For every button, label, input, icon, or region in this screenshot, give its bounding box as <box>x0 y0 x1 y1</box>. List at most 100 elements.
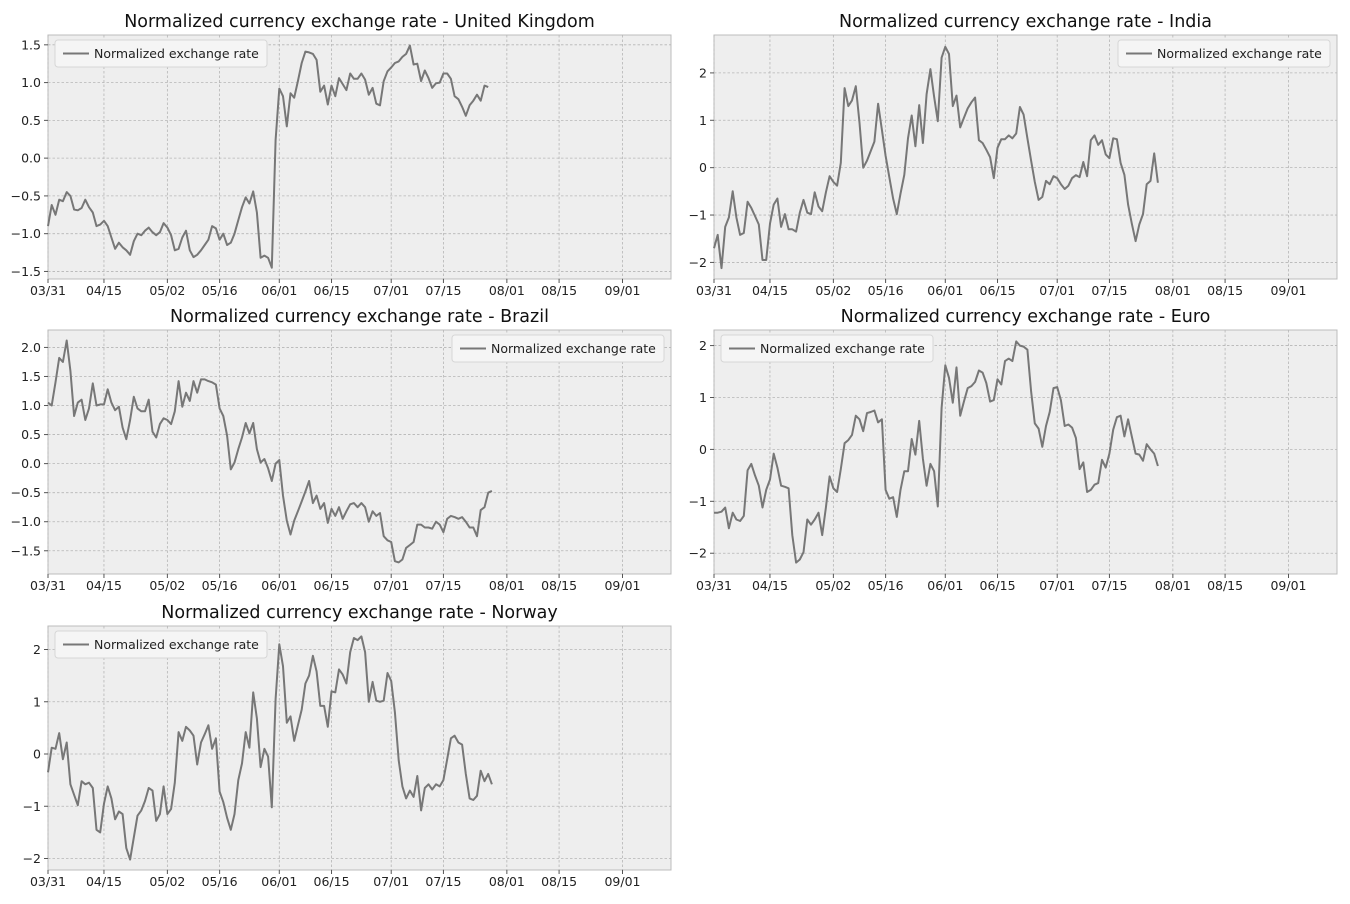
x-tick-label: 06/01 <box>927 578 963 593</box>
legend-label: Normalized exchange rate <box>94 46 259 61</box>
x-tick-label: 03/31 <box>696 578 732 593</box>
legend-box <box>54 39 268 68</box>
y-tick-label: −1.0 <box>11 514 41 529</box>
y-tick-label: −2 <box>689 255 707 270</box>
y-tick-label: −0.5 <box>11 485 41 500</box>
y-tick-label: 0 <box>33 747 41 762</box>
y-tick-label: 0 <box>699 160 707 175</box>
x-tick-label: 04/15 <box>752 283 788 298</box>
x-tick-label: 07/01 <box>373 578 409 593</box>
x-tick-label: 05/02 <box>815 578 851 593</box>
x-tick-label: 06/01 <box>261 874 297 889</box>
x-tick-label: 08/01 <box>489 874 525 889</box>
y-tick-label: 2.0 <box>21 340 41 355</box>
legend-label: Normalized exchange rate <box>491 341 656 356</box>
x-tick-label: 05/16 <box>868 578 904 593</box>
x-tick-label: 06/15 <box>314 283 350 298</box>
plot-area <box>713 34 1338 280</box>
x-tick-label: 05/16 <box>202 283 238 298</box>
y-tick-label: −2 <box>23 851 41 866</box>
x-tick-label: 07/15 <box>1091 578 1127 593</box>
legend: Normalized exchange rate <box>54 630 268 659</box>
legend: Normalized exchange rate <box>720 334 934 363</box>
series-line <box>714 340 1159 564</box>
plot-area <box>713 329 1338 575</box>
x-tick-label: 09/01 <box>1270 283 1306 298</box>
y-tick-label: 2 <box>699 338 707 353</box>
y-tick-label: 0.0 <box>21 456 41 471</box>
chart-title: Normalized currency exchange rate - Indi… <box>839 12 1212 32</box>
x-tick-label: 03/31 <box>30 283 66 298</box>
x-tick-label: 06/01 <box>927 283 963 298</box>
x-tick-label: 07/01 <box>1039 578 1075 593</box>
x-tick-label: 07/01 <box>373 283 409 298</box>
y-tick-label: 2 <box>33 642 41 657</box>
legend-box <box>451 334 665 363</box>
x-tick-label: 04/15 <box>86 874 122 889</box>
y-tick-label: 0.5 <box>21 113 41 128</box>
chart-panel-1: Normalized currency exchange rate - Unit… <box>11 12 672 298</box>
chart-panel-4: Normalized currency exchange rate - Euro… <box>689 307 1338 593</box>
x-tick-label: 05/16 <box>868 283 904 298</box>
y-tick-label: 0.0 <box>21 151 41 166</box>
y-tick-label: 1.5 <box>21 37 41 52</box>
legend: Normalized exchange rate <box>451 334 665 363</box>
x-tick-label: 05/02 <box>815 283 851 298</box>
x-tick-label: 05/16 <box>202 578 238 593</box>
y-tick-label: −2 <box>689 546 707 561</box>
y-tick-label: −0.5 <box>11 188 41 203</box>
x-tick-label: 08/15 <box>541 283 577 298</box>
legend-label: Normalized exchange rate <box>94 637 259 652</box>
x-tick-label: 05/02 <box>149 578 185 593</box>
x-tick-label: 08/01 <box>489 578 525 593</box>
y-tick-label: −1 <box>23 799 41 814</box>
y-tick-label: 0 <box>699 442 707 457</box>
chart-title: Normalized currency exchange rate - Unit… <box>124 12 595 32</box>
chart-title: Normalized currency exchange rate - Braz… <box>170 307 549 327</box>
series-line <box>47 635 493 861</box>
x-tick-label: 09/01 <box>604 578 640 593</box>
x-tick-label: 03/31 <box>696 283 732 298</box>
x-tick-label: 05/02 <box>149 874 185 889</box>
x-tick-label: 04/15 <box>86 578 122 593</box>
plot-area <box>47 34 672 280</box>
chart-title: Normalized currency exchange rate - Norw… <box>161 603 557 623</box>
y-tick-label: 1 <box>699 113 707 128</box>
x-tick-label: 06/15 <box>314 578 350 593</box>
series-line <box>47 44 489 269</box>
x-tick-label: 09/01 <box>604 874 640 889</box>
x-tick-label: 07/15 <box>425 578 461 593</box>
series-line <box>713 45 1159 270</box>
y-tick-label: −1.5 <box>11 264 41 279</box>
x-tick-label: 05/16 <box>202 874 238 889</box>
plot-area <box>47 625 672 871</box>
x-tick-label: 07/15 <box>1091 283 1127 298</box>
chart-panel-2: Normalized currency exchange rate - Indi… <box>689 12 1338 298</box>
y-tick-label: 1.0 <box>21 75 41 90</box>
chart-panel-5: Normalized currency exchange rate - Norw… <box>23 603 672 889</box>
legend-label: Normalized exchange rate <box>760 341 925 356</box>
chart-panel-3: Normalized currency exchange rate - Braz… <box>11 307 672 593</box>
plot-area <box>47 329 672 575</box>
x-tick-label: 03/31 <box>30 578 66 593</box>
y-tick-label: 0.5 <box>21 427 41 442</box>
x-tick-label: 07/01 <box>1039 283 1075 298</box>
x-tick-label: 09/01 <box>604 283 640 298</box>
legend: Normalized exchange rate <box>54 39 268 68</box>
legend-label: Normalized exchange rate <box>1157 46 1322 61</box>
y-tick-label: 1.5 <box>21 369 41 384</box>
legend-box <box>720 334 934 363</box>
x-tick-label: 08/01 <box>1155 283 1191 298</box>
x-tick-label: 08/15 <box>1207 283 1243 298</box>
y-tick-label: 2 <box>699 65 707 80</box>
y-tick-label: 1 <box>33 694 41 709</box>
y-tick-label: −1.5 <box>11 543 41 558</box>
y-tick-label: −1 <box>689 208 707 223</box>
x-tick-label: 06/01 <box>261 283 297 298</box>
x-tick-label: 07/15 <box>425 874 461 889</box>
x-tick-label: 08/15 <box>541 578 577 593</box>
x-tick-label: 04/15 <box>752 578 788 593</box>
x-tick-label: 09/01 <box>1270 578 1306 593</box>
